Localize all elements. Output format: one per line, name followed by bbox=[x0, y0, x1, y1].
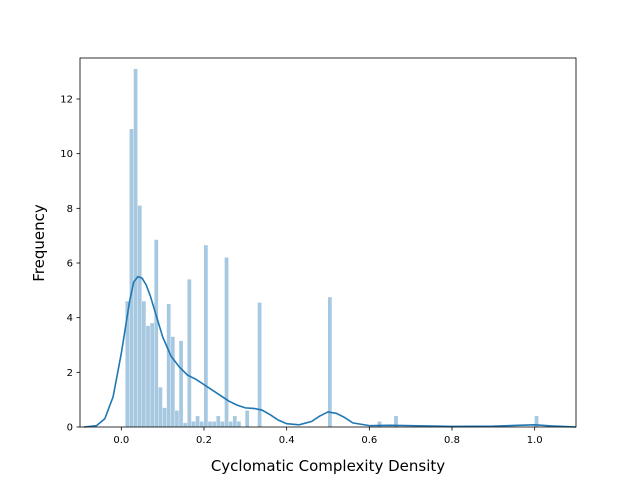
x-tick-label: 1.0 bbox=[527, 435, 543, 446]
plot-frame bbox=[79, 57, 577, 428]
histogram-bar bbox=[204, 245, 208, 427]
histogram-bar bbox=[175, 410, 179, 427]
histogram-bar bbox=[191, 421, 196, 427]
histogram-bar bbox=[142, 301, 146, 427]
x-tick-label: 0.8 bbox=[444, 435, 460, 446]
y-tick-label: 10 bbox=[60, 149, 73, 160]
histogram-bar bbox=[257, 302, 262, 427]
y-axis-ticks: 0 2 4 6 8 10 12 bbox=[60, 95, 80, 434]
histogram-bar bbox=[228, 421, 233, 427]
histogram-bar bbox=[208, 421, 212, 427]
histogram-bar bbox=[179, 340, 183, 427]
histogram-bar bbox=[394, 416, 398, 427]
histogram-bar bbox=[232, 416, 237, 427]
x-tick-label: 0.4 bbox=[279, 435, 295, 446]
x-tick-label: 0.2 bbox=[196, 435, 212, 446]
histogram-bar bbox=[187, 279, 192, 427]
histogram-bar bbox=[125, 301, 130, 427]
histogram-bar bbox=[199, 421, 204, 427]
histogram-bar bbox=[162, 407, 167, 427]
histogram-bar bbox=[237, 421, 241, 427]
kde-density-line bbox=[84, 275, 577, 428]
y-tick-label: 12 bbox=[60, 95, 73, 106]
histogram-bar bbox=[158, 387, 163, 427]
histogram-bar bbox=[150, 323, 154, 427]
histogram-bar bbox=[224, 257, 229, 427]
histogram-bar bbox=[154, 239, 159, 427]
y-tick-label: 8 bbox=[67, 204, 73, 215]
histogram-bar bbox=[216, 416, 221, 427]
x-tick-label: 0.6 bbox=[361, 435, 377, 446]
histogram-bars bbox=[125, 68, 539, 428]
histogram-bar bbox=[183, 422, 188, 427]
x-tick-label: 0.0 bbox=[113, 435, 129, 446]
histogram-bar bbox=[146, 325, 150, 427]
histogram-bar bbox=[170, 336, 175, 427]
y-tick-label: 0 bbox=[67, 423, 73, 434]
y-axis-title: Frequency bbox=[30, 204, 48, 282]
histogram-bar bbox=[534, 416, 539, 427]
histogram-bar bbox=[377, 421, 382, 427]
histogram-bar bbox=[137, 205, 142, 427]
histogram-bar bbox=[129, 129, 134, 427]
histogram-bar bbox=[328, 297, 332, 427]
y-tick-label: 2 bbox=[67, 368, 73, 379]
histogram-bar bbox=[195, 416, 200, 427]
y-tick-label: 6 bbox=[67, 259, 73, 270]
histogram-bar bbox=[212, 421, 216, 427]
histogram-bar bbox=[166, 304, 171, 427]
histogram-bar bbox=[133, 68, 138, 428]
y-tick-label: 4 bbox=[67, 313, 73, 324]
histogram-bar bbox=[220, 421, 225, 427]
x-axis-ticks: 0.0 0.2 0.4 0.6 0.8 1.0 bbox=[113, 427, 543, 446]
x-axis-title: Cyclomatic Complexity Density bbox=[211, 457, 445, 475]
histogram-bar bbox=[245, 410, 250, 427]
